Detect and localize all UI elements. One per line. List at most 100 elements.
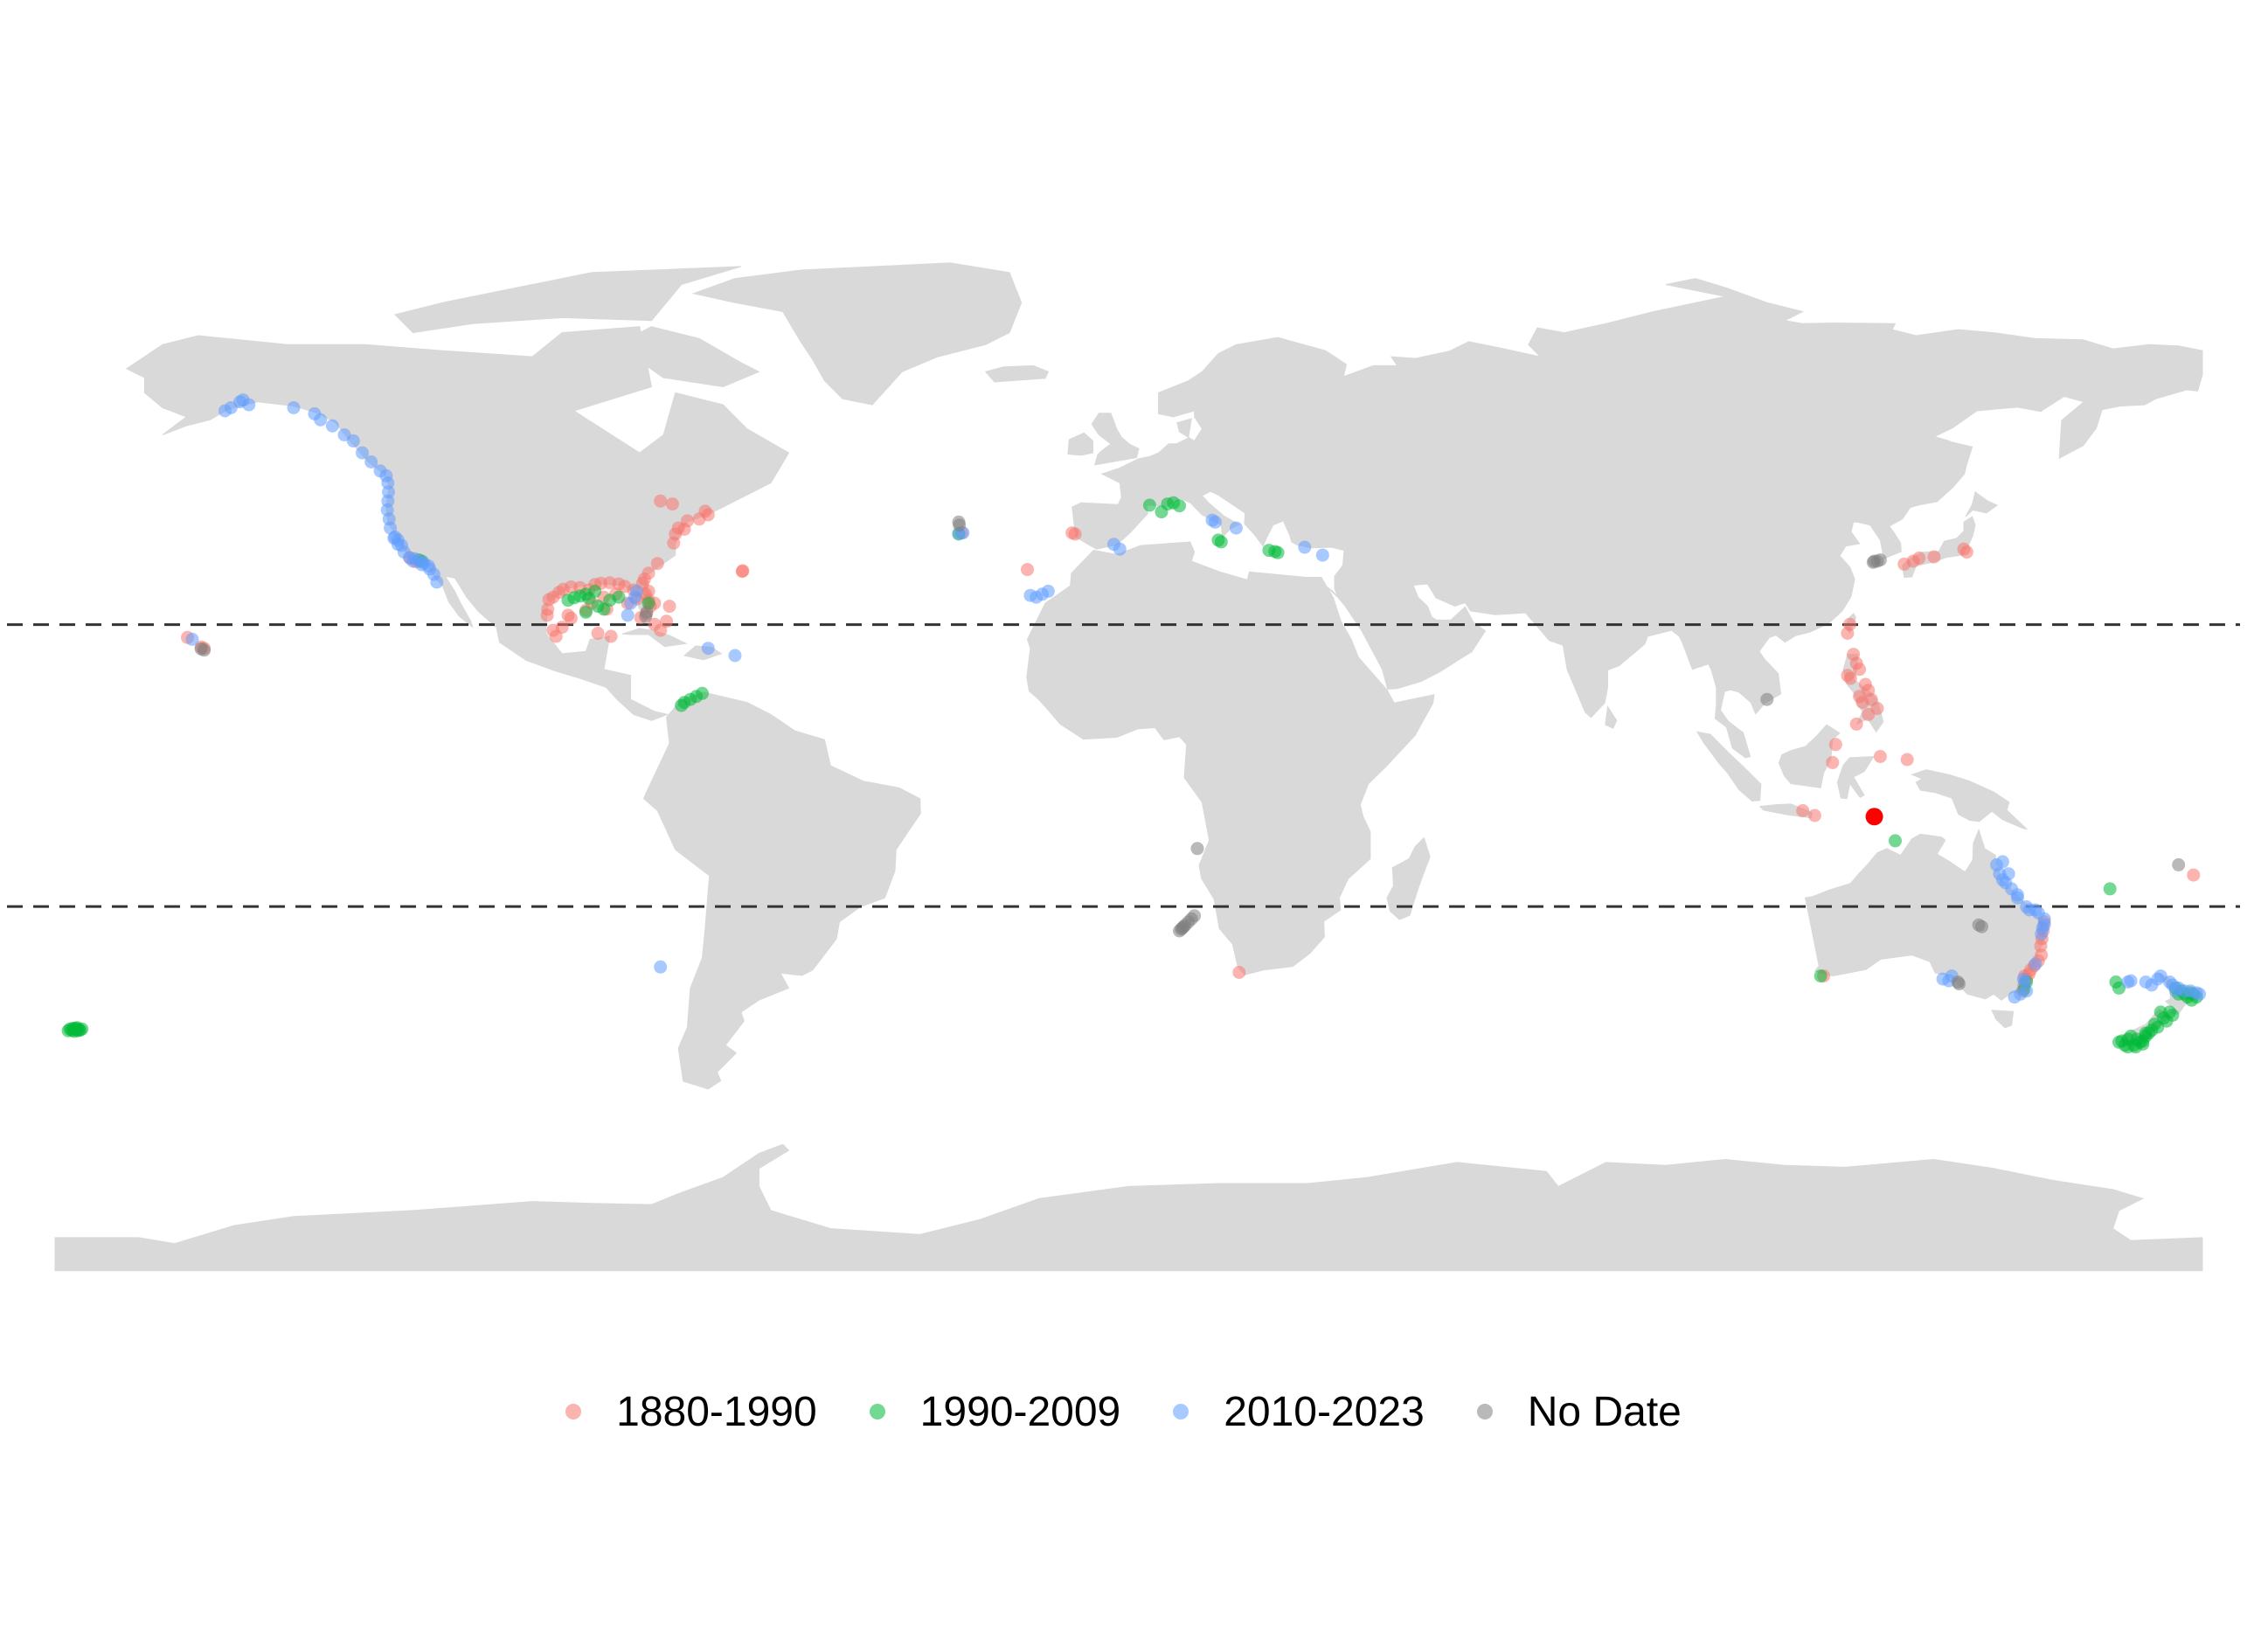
point-1880-1990 (1796, 804, 1810, 817)
point-no-date (953, 518, 967, 532)
point-1880-1990 (648, 617, 662, 631)
land-sumatra (1696, 731, 1762, 802)
point-2010-2023 (2031, 906, 2045, 920)
point-2010-2023 (1041, 584, 1055, 598)
point-1880-1990 (692, 512, 706, 526)
point-no-date (1175, 922, 1189, 936)
land-africa (1026, 541, 1435, 975)
land-scandinavia-link (1193, 369, 1308, 442)
point-1880-1990 (1807, 809, 1821, 823)
legend-dot-2010-2023 (1173, 1404, 1189, 1419)
legend-label: 1990-2009 (919, 1388, 1121, 1435)
point-1990-2009 (696, 686, 709, 700)
point-1990-2009 (68, 1022, 82, 1035)
point-1880-1990 (1826, 755, 1840, 769)
highlight-point (1865, 808, 1883, 826)
point-1880-1990 (540, 608, 554, 622)
point-1880-1990 (1957, 542, 1971, 556)
land-britain (1091, 413, 1140, 466)
point-1880-1990 (1912, 552, 1926, 565)
point-1990-2009 (612, 590, 626, 604)
land-south-america (643, 691, 921, 1090)
point-1990-2009 (597, 602, 611, 616)
point-2010-2023 (1995, 855, 2009, 869)
point-1880-1990 (1853, 690, 1867, 704)
legend-label: 2010-2023 (1224, 1388, 1425, 1435)
point-1880-1990 (665, 497, 679, 511)
point-2010-2023 (1205, 513, 1219, 527)
point-1880-1990 (555, 621, 569, 635)
point-no-date (1188, 909, 1202, 923)
land-madagascar (1386, 836, 1431, 920)
point-2010-2023 (728, 649, 742, 663)
point-1880-1990 (1841, 627, 1855, 640)
point-no-date (1866, 555, 1880, 569)
land-antarctica (54, 1143, 2203, 1272)
point-1990-2009 (2129, 1040, 2143, 1054)
land-australia (1804, 829, 2046, 1001)
legend-dot-1880-1990 (565, 1404, 582, 1419)
point-1990-2009 (579, 605, 593, 619)
point-1880-1990 (564, 611, 578, 625)
point-1990-2009 (2103, 882, 2117, 896)
point-1880-1990 (591, 627, 605, 640)
point-no-date (1975, 920, 1988, 934)
legend-item-2010-2023: 2010-2023 (1173, 1388, 1425, 1436)
point-2010-2023 (2193, 987, 2207, 1001)
land-iceland (984, 364, 1050, 383)
point-1880-1990 (1862, 707, 1876, 721)
point-1880-1990 (654, 494, 668, 508)
land-sulawesi (1836, 755, 1875, 800)
point-2010-2023 (391, 538, 405, 552)
point-2010-2023 (356, 446, 369, 460)
point-2010-2023 (185, 632, 199, 646)
point-2010-2023 (218, 404, 232, 418)
point-2010-2023 (1229, 521, 1243, 535)
point-1990-2009 (1173, 499, 1186, 513)
point-1990-2009 (2139, 1026, 2153, 1040)
point-1990-2009 (683, 692, 697, 706)
point-2010-2023 (325, 419, 339, 433)
point-2010-2023 (430, 575, 444, 589)
point-2010-2023 (242, 398, 256, 412)
point-1880-1990 (677, 523, 691, 536)
point-no-date (194, 642, 208, 656)
point-no-date (1190, 842, 1204, 856)
point-2010-2023 (621, 608, 635, 622)
point-2010-2023 (2010, 891, 2024, 905)
land-borneo (1778, 724, 1841, 788)
legend-item-no-date: No Date (1476, 1388, 1682, 1436)
point-2010-2023 (314, 413, 328, 427)
point-1990-2009 (1889, 834, 1902, 848)
point-1880-1990 (1927, 550, 1941, 564)
point-1880-1990 (1849, 717, 1863, 731)
legend-label: No Date (1527, 1388, 1682, 1435)
point-1880-1990 (662, 600, 676, 614)
point-2010-2023 (2001, 867, 2015, 881)
land-ireland (1067, 432, 1093, 456)
point-2010-2023 (287, 401, 301, 414)
point-no-date (1760, 692, 1774, 706)
point-1990-2009 (561, 593, 575, 607)
land-new-guinea (1911, 769, 2028, 830)
point-2010-2023 (1315, 548, 1329, 562)
point-2010-2023 (1298, 540, 1312, 554)
point-2010-2023 (2124, 974, 2138, 988)
legend-item-1880-1990: 1880-1990 (565, 1388, 817, 1436)
land-canada-islands (394, 266, 742, 334)
point-1880-1990 (650, 557, 664, 571)
legend: 1880-1990 1990-2009 2010-2023 No Date (0, 1372, 2247, 1451)
point-2010-2023 (2029, 957, 2042, 971)
point-1990-2009 (1142, 498, 1156, 512)
legend-label: 1880-1990 (616, 1388, 817, 1435)
point-2010-2023 (2168, 984, 2182, 998)
point-1880-1990 (1841, 669, 1855, 683)
point-1990-2009 (1214, 535, 1228, 549)
legend-item-1990-2009: 1990-2009 (869, 1388, 1121, 1436)
point-2010-2023 (1936, 972, 1950, 986)
point-2010-2023 (2008, 990, 2022, 1004)
point-1880-1990 (604, 629, 618, 643)
point-1880-1990 (1828, 738, 1842, 752)
point-1880-1990 (1900, 753, 1914, 767)
